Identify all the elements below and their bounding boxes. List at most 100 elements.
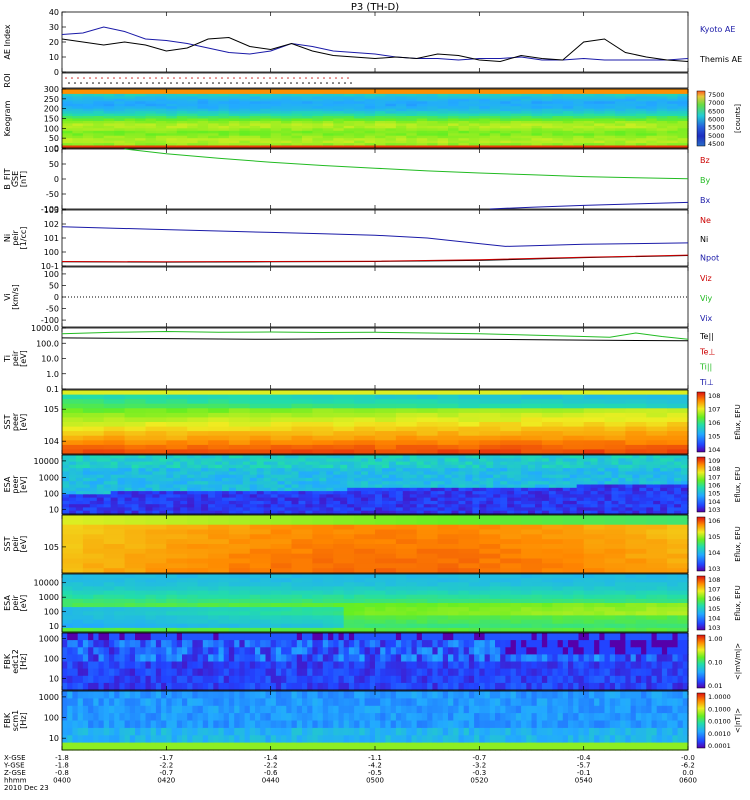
heatmap-cell — [284, 471, 293, 476]
heatmap-cell — [625, 390, 647, 396]
heatmap-cell — [284, 484, 293, 489]
heatmap-cell — [82, 89, 94, 93]
heatmap-cell — [354, 140, 366, 144]
heatmap-cell — [218, 603, 230, 608]
colorbar-tick-label: 5500 — [708, 124, 725, 132]
heatmap-cell — [270, 507, 279, 512]
heatmap-cell — [583, 582, 595, 587]
heatmap-cell — [423, 510, 432, 515]
heatmap-cell — [562, 487, 571, 492]
heatmap-cell — [521, 440, 543, 446]
heatmap-cell — [187, 111, 199, 115]
heatmap-cell — [681, 458, 689, 463]
heatmap-cell — [500, 594, 512, 600]
heatmap-cell — [444, 491, 453, 495]
heatmap-cell — [302, 93, 313, 97]
heatmap-cell — [215, 487, 223, 492]
heatmap-cell — [131, 461, 140, 466]
y-axis-label: [eV] — [19, 350, 28, 367]
heatmap-cell — [103, 118, 115, 122]
heatmap-cell — [409, 504, 418, 509]
colorbar-tick-label: 104 — [708, 498, 720, 506]
heatmap-cell — [576, 477, 585, 482]
heatmap-cell — [103, 101, 115, 105]
heatmap-cell — [145, 89, 157, 93]
heatmap-cell — [187, 98, 199, 102]
heatmap-cell — [228, 607, 240, 612]
heatmap-cell — [615, 98, 626, 102]
heatmap-cell — [395, 431, 418, 437]
heatmap-cell — [576, 455, 585, 459]
heatmap-cell — [159, 487, 167, 492]
heatmap-cell — [395, 484, 404, 489]
heatmap-cell — [660, 487, 668, 492]
heatmap-cell — [555, 474, 564, 479]
heatmap-cell — [479, 574, 491, 579]
heatmap-cell — [444, 494, 453, 499]
heatmap-cell — [562, 394, 585, 400]
heatmap-cell — [604, 435, 626, 441]
heatmap-cell — [625, 455, 633, 459]
heatmap-cell — [173, 491, 181, 495]
heatmap-cell — [458, 138, 470, 142]
heatmap-cell — [395, 500, 404, 505]
heatmap-cell — [187, 500, 195, 505]
heatmap-cell — [416, 623, 428, 629]
heatmap-cell — [281, 590, 293, 596]
heatmap-cell — [110, 468, 119, 472]
heatmap-cell — [354, 106, 366, 110]
heatmap-cell — [364, 106, 376, 110]
heatmap-cell — [291, 519, 313, 526]
heatmap-cell — [256, 491, 265, 495]
series-line-bx — [489, 201, 689, 210]
heatmap-cell — [458, 582, 470, 587]
heatmap-cell — [548, 458, 557, 463]
heatmap-cell — [375, 128, 386, 132]
heatmap-cell — [635, 91, 647, 95]
heatmap-cell — [291, 474, 300, 479]
heatmap-cell — [583, 594, 595, 600]
heatmap-cell — [594, 116, 606, 120]
heatmap-cell — [500, 458, 508, 463]
heatmap-cell — [194, 507, 202, 512]
heatmap-cell — [521, 106, 533, 110]
heatmap-cell — [385, 611, 397, 616]
heatmap-cell — [312, 123, 324, 127]
colorbar-tick-label: 105 — [708, 533, 720, 541]
heatmap-cell — [437, 519, 460, 526]
heatmap-cell — [249, 399, 272, 405]
heatmap-cell — [364, 116, 376, 120]
heatmap-cell — [430, 507, 439, 512]
heatmap-cell — [173, 497, 181, 502]
heatmap-cell — [215, 477, 223, 482]
heatmap-cell — [93, 118, 105, 122]
heatmap-cell — [62, 590, 73, 596]
heatmap-cell — [291, 394, 313, 400]
heatmap-cell — [197, 598, 209, 604]
heatmap-cell — [249, 484, 258, 489]
heatmap-cell — [437, 143, 449, 147]
heatmap-cell — [382, 510, 390, 515]
heatmap-cell — [291, 417, 313, 423]
heatmap-cell — [302, 578, 313, 583]
heatmap-cell — [458, 128, 470, 132]
heatmap-cell — [500, 586, 512, 592]
heatmap-cell — [284, 474, 293, 479]
heatmap-cell — [155, 108, 167, 112]
heatmap-cell — [590, 474, 599, 479]
heatmap-cell — [228, 101, 240, 105]
heatmap-cell — [72, 586, 84, 592]
heatmap-cell — [312, 143, 324, 147]
heatmap-cell — [489, 623, 501, 629]
heatmap-cell — [89, 455, 98, 459]
heatmap-cell — [552, 125, 564, 129]
heatmap-cell — [131, 477, 140, 482]
heatmap-cell — [145, 143, 157, 147]
heatmap-cell — [437, 412, 460, 419]
heatmap-cell — [82, 500, 91, 505]
heatmap-cell — [541, 116, 553, 120]
heatmap-cell — [312, 574, 324, 579]
heatmap-cell — [124, 500, 133, 505]
roi-marker — [89, 77, 91, 79]
heatmap-cell — [646, 89, 658, 93]
